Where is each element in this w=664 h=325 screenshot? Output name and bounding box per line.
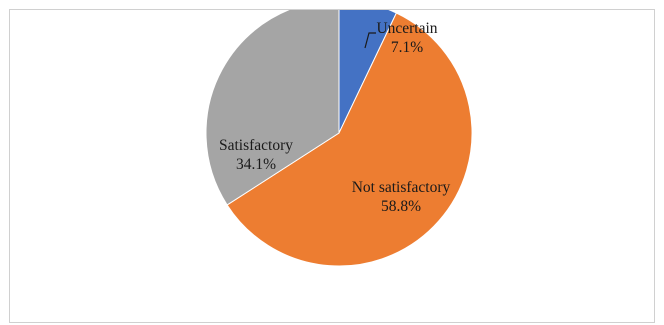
chart-frame: Uncertain 7.1% Not satisfactory 58.8% Satisf… <box>9 9 655 323</box>
pie-slice-not-satisfactory <box>226 12 473 267</box>
slice-label-name-not-satisfactory: Not satisfactory <box>352 179 451 196</box>
slice-label-name-uncertain: Uncertain <box>376 20 437 37</box>
slice-label-uncertain: Uncertain 7.1% <box>376 20 437 56</box>
slice-label-name-satisfactory: Satisfactory <box>219 137 293 154</box>
slice-label-satisfactory: Satisfactory 34.1% <box>219 137 293 173</box>
slice-label-not-satisfactory: Not satisfactory 58.8% <box>352 179 451 215</box>
slice-label-value-uncertain: 7.1% <box>391 39 423 56</box>
slice-label-value-not-satisfactory: 58.8% <box>381 198 421 215</box>
pie-chart: Uncertain 7.1% Not satisfactory 58.8% Satisf… <box>205 10 473 267</box>
slice-label-value-satisfactory: 34.1% <box>236 156 276 173</box>
pie-slice-satisfactory <box>205 10 340 206</box>
label-leader-line <box>364 32 376 49</box>
